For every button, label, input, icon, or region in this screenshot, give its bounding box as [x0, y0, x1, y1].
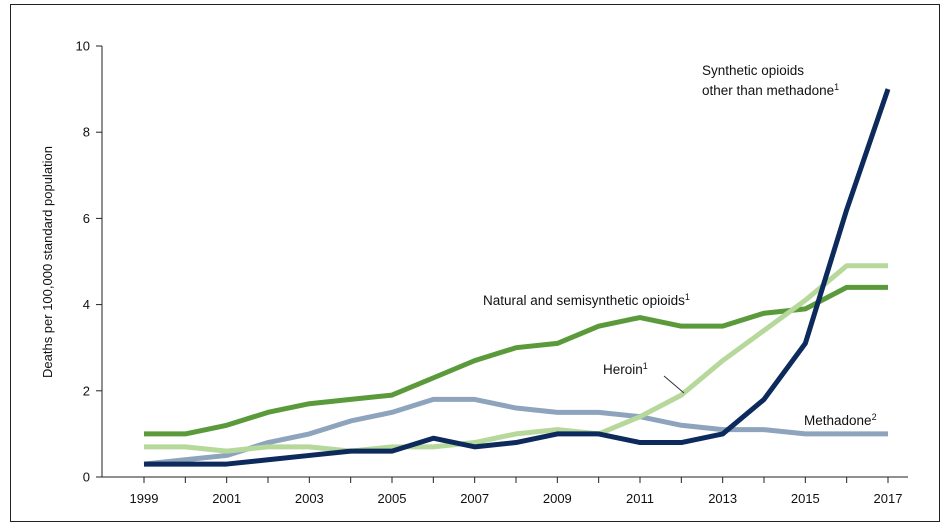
series-label-superscript: 1 — [685, 292, 690, 302]
y-tick-label: 0 — [83, 470, 90, 485]
series-group — [143, 88, 891, 467]
series-line-0 — [144, 284, 888, 437]
series-label-0: Natural and semisynthetic opioids1 — [483, 292, 690, 308]
series-label-3-line-0: Synthetic opioids — [702, 63, 804, 78]
x-ticks: 1999 2001 2003 2005 2007 2009 2011 2013 2015 2017 — [130, 477, 903, 506]
series-line-3 — [144, 88, 891, 467]
y-tick-label: 8 — [83, 125, 90, 140]
series-label-2: Heroin1 — [603, 361, 648, 377]
x-tick-label: 2005 — [378, 491, 407, 506]
series-label-3-line-1: other than methadone1 — [702, 82, 839, 98]
y-tick-label: 10 — [76, 39, 90, 54]
series-labels: Natural and semisynthetic opioids1 Methad… — [483, 63, 877, 428]
y-tick-label: 2 — [83, 383, 90, 398]
x-tick-label: 2017 — [874, 491, 903, 506]
axes — [101, 46, 908, 478]
y-tick-label: 4 — [83, 297, 90, 312]
x-tick-label: 2001 — [212, 491, 241, 506]
x-tick-label: 2013 — [708, 491, 737, 506]
x-tick-label: 2007 — [460, 491, 489, 506]
x-tick-label: 2003 — [295, 491, 324, 506]
x-tick-label: 2015 — [791, 491, 820, 506]
x-tick-label: 2011 — [626, 491, 654, 506]
y-axis-label: Deaths per 100,000 standard population — [40, 146, 55, 378]
series-label-superscript: 1 — [643, 361, 648, 371]
series-label-1: Methadone2 — [804, 412, 877, 428]
x-tick-label: 1999 — [130, 491, 159, 506]
series-label-superscript: 1 — [834, 82, 839, 92]
y-ticks: 0 2 4 6 8 10 — [76, 39, 102, 485]
x-tick-label: 2009 — [543, 491, 572, 506]
series-line-1 — [143, 396, 888, 467]
series-line-2 — [144, 263, 888, 454]
y-tick-label: 6 — [83, 211, 90, 226]
heroin-label-leader — [663, 375, 685, 394]
series-label-superscript: 2 — [872, 412, 877, 422]
